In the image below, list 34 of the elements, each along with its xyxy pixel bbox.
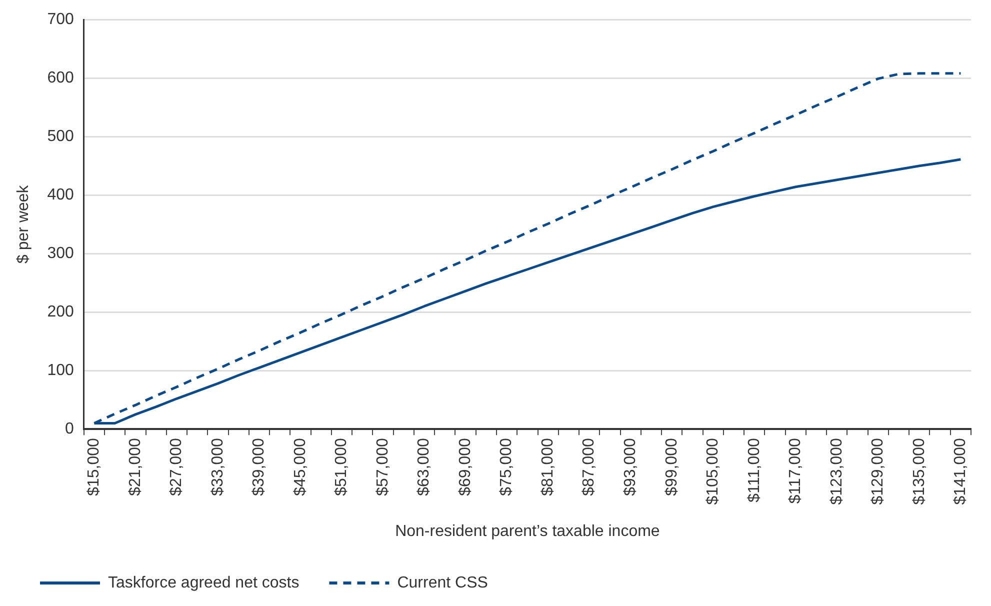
y-tick-label: 400: [47, 186, 74, 204]
x-tick-label: $135,000: [910, 438, 928, 505]
x-tick-label: $33,000: [209, 438, 226, 496]
legend-label: Taskforce agreed net costs: [108, 574, 300, 592]
x-tick-label: $51,000: [333, 438, 350, 496]
x-tick-label: $63,000: [416, 438, 433, 496]
y-axis-title: $ per week: [15, 184, 32, 264]
x-axis-title: Non-resident parent’s taxable income: [395, 522, 660, 540]
y-tick-label: 600: [47, 70, 74, 86]
x-tick-label: $27,000: [168, 438, 186, 496]
y-tick-label: 200: [47, 303, 74, 320]
x-tick-label: $75,000: [498, 438, 516, 496]
x-tick-label: $87,000: [580, 438, 598, 496]
x-tick-label: $39,000: [250, 438, 268, 496]
x-tick-label: $105,000: [704, 438, 722, 505]
x-tick-label: $129,000: [870, 438, 887, 505]
x-tick-label: $111,000: [746, 438, 763, 502]
y-tick-label: 500: [47, 128, 74, 145]
x-tick-label: $141,000: [952, 438, 970, 505]
x-tick-label: $21,000: [126, 438, 144, 496]
x-tick-label: $123,000: [828, 438, 846, 505]
x-tick-label: $93,000: [622, 438, 640, 496]
x-tick-label: $15,000: [86, 438, 103, 496]
x-tick-label: $45,000: [292, 438, 309, 496]
y-tick-label: 0: [64, 420, 74, 438]
y-tick-label: 700: [47, 11, 74, 28]
legend-label: Current CSS: [397, 574, 488, 592]
x-tick-label: $69,000: [456, 438, 474, 496]
x-tick-label: $117,000: [787, 438, 804, 504]
y-tick-label: 300: [47, 244, 74, 262]
x-tick-label: $57,000: [374, 438, 392, 496]
x-tick-label: $99,000: [663, 438, 680, 496]
x-tick-label: $81,000: [539, 438, 556, 496]
y-tick-label: 100: [47, 362, 74, 379]
